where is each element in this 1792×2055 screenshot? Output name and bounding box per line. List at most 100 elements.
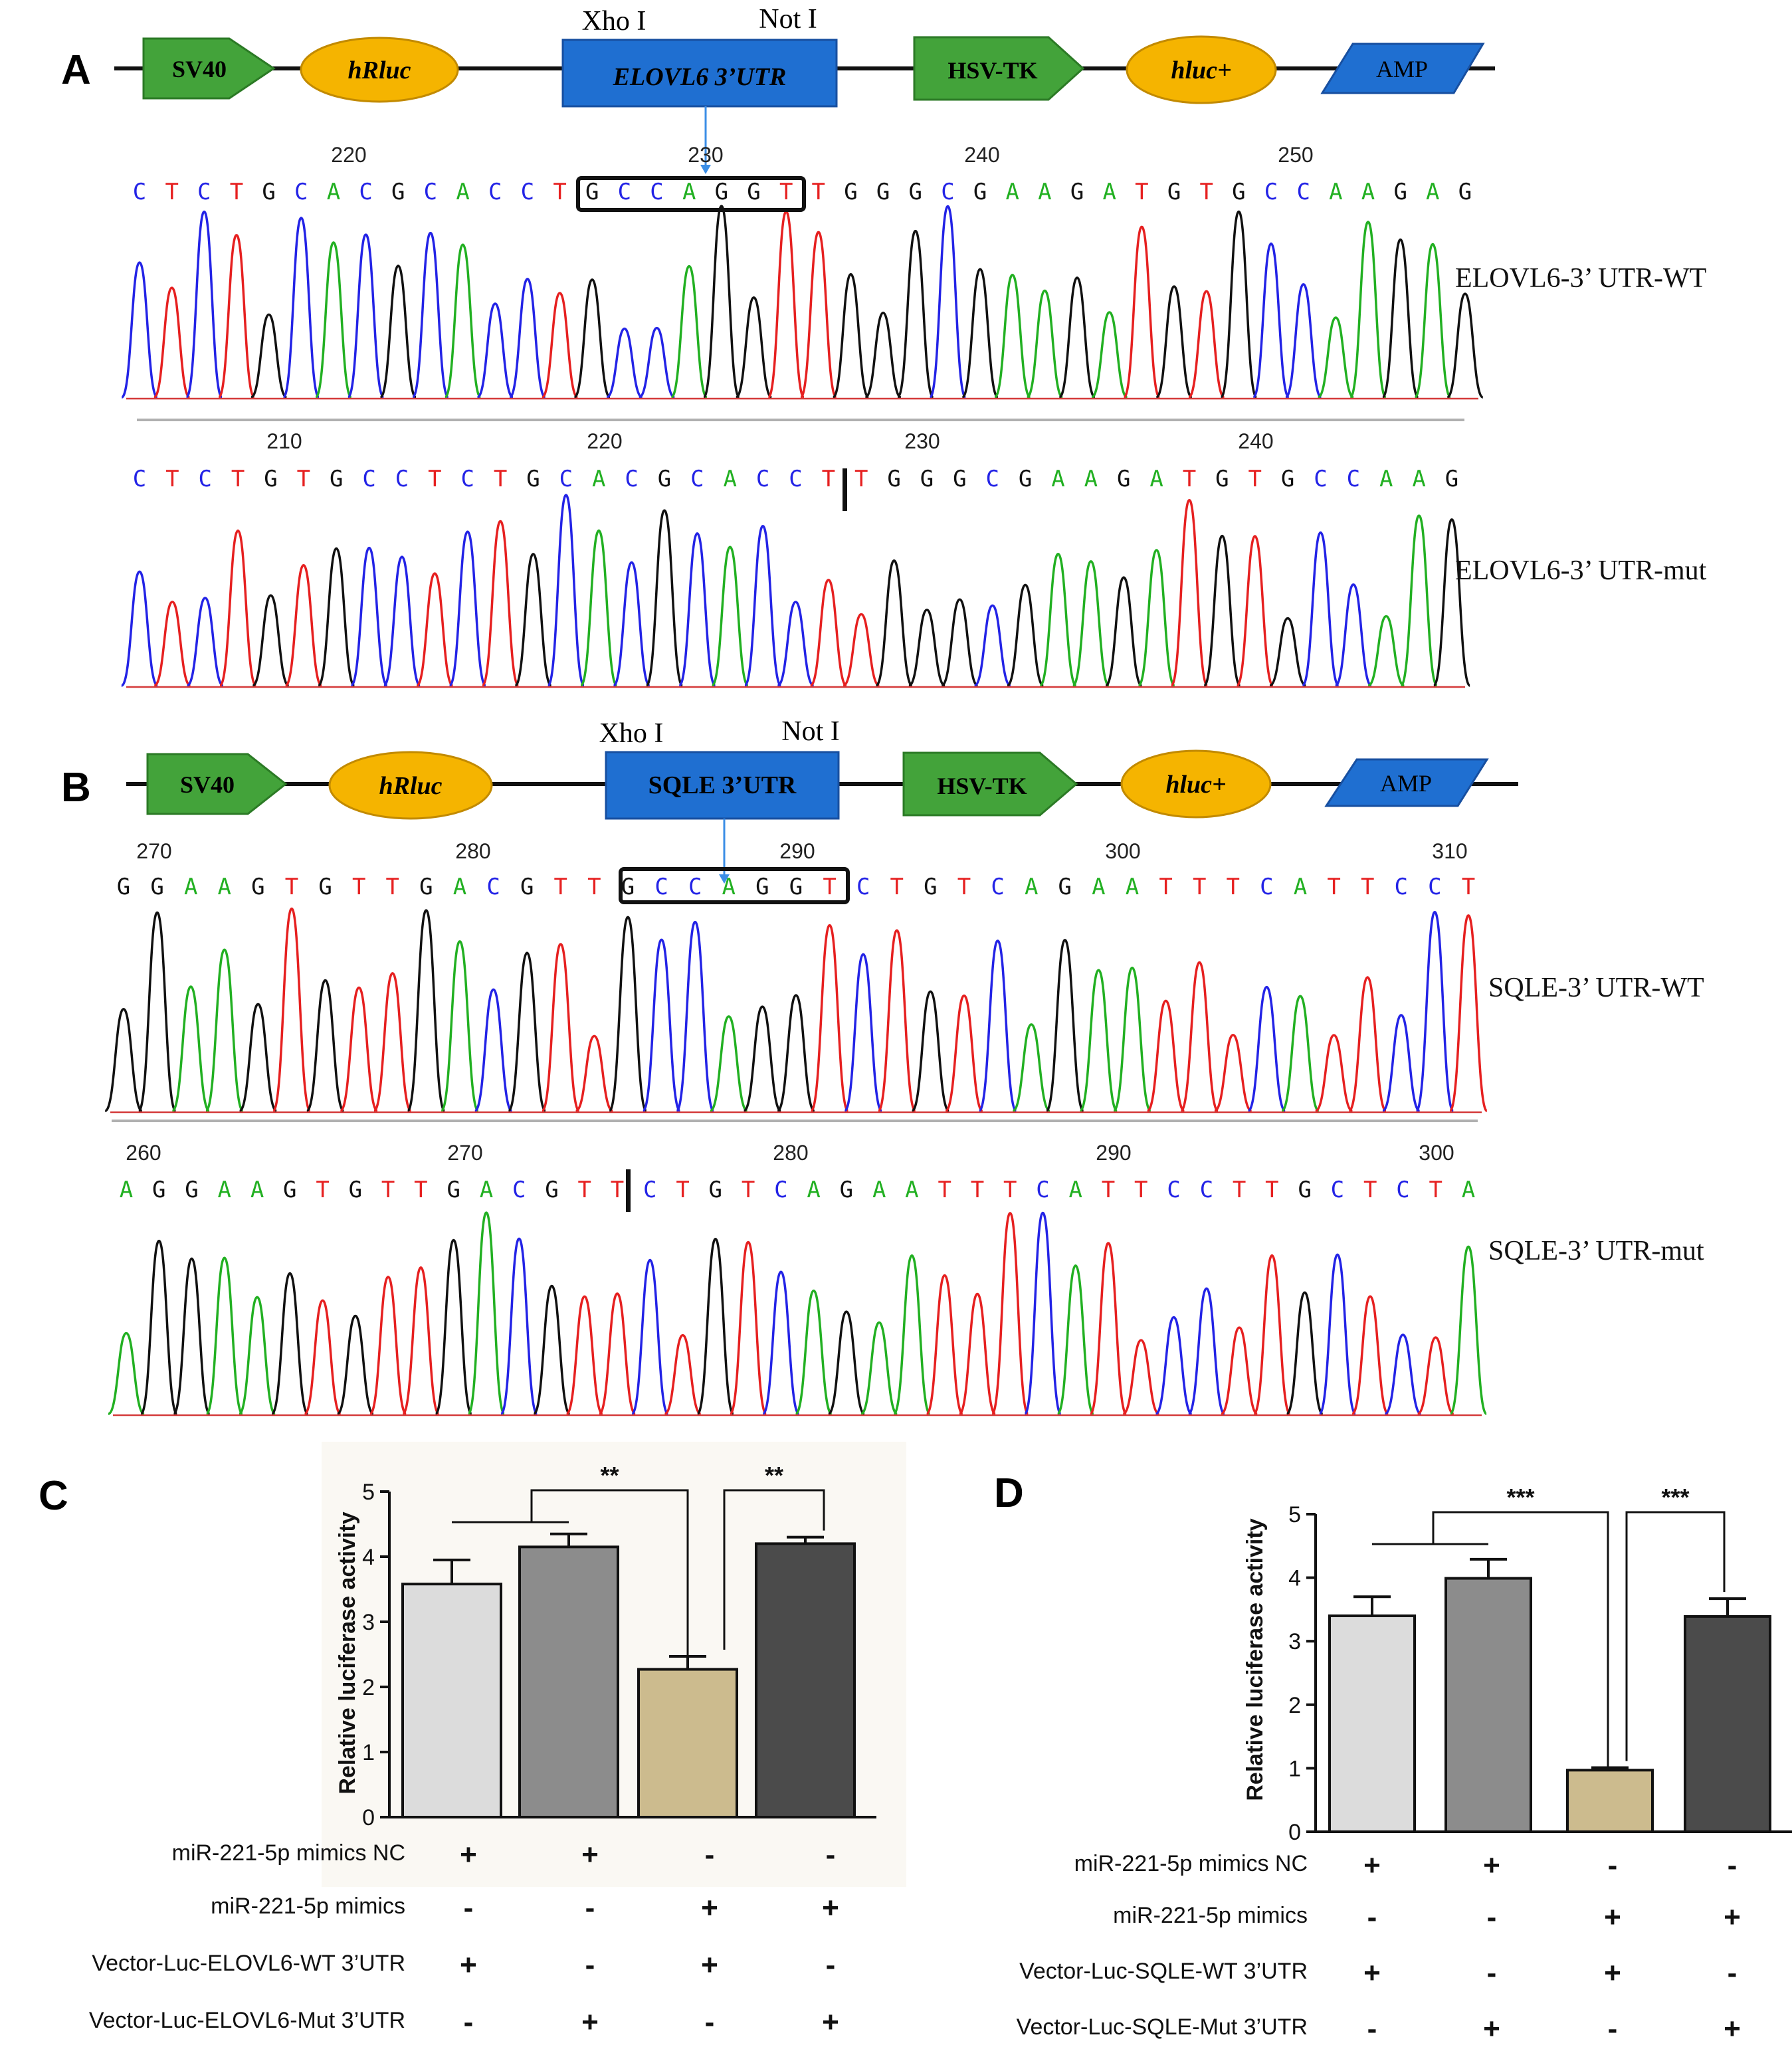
base-call: A: [1126, 874, 1139, 900]
trace-peak: [379, 264, 417, 399]
condition-sign: -: [1367, 2012, 1377, 2045]
trace-peak: [1269, 617, 1307, 687]
trace-peak: [205, 948, 245, 1112]
trace-peak: [1146, 999, 1186, 1112]
trace-peak: [217, 234, 256, 399]
trace-peak: [1417, 1336, 1454, 1415]
base-call: G: [747, 179, 760, 205]
trace-peak: [1399, 514, 1439, 687]
base-call: G: [1393, 179, 1407, 205]
trace-peak: [973, 604, 1011, 687]
base-call: T: [938, 1177, 951, 1203]
y-tick-label: 2: [362, 1675, 375, 1700]
base-call: A: [327, 179, 340, 205]
trace-peak: [1023, 1211, 1062, 1415]
panel-letter-d: D: [994, 1470, 1024, 1516]
condition-sign: -: [705, 1838, 715, 1871]
trace-peak: [507, 951, 547, 1112]
base-call: G: [1445, 466, 1458, 492]
trace-peak: [642, 938, 682, 1112]
base-call: T: [1233, 1177, 1246, 1203]
base-call: G: [1458, 179, 1472, 205]
construct-map-a: SV40 hRluc ELOVL6 3’UTR HSV-TK hluc+ AMP…: [142, 4, 1485, 174]
condition-sign: +: [1483, 2012, 1500, 2045]
base-call: T: [1361, 874, 1374, 900]
base-call: T: [676, 1177, 689, 1203]
position-number: 250: [1278, 143, 1313, 167]
base-call: A: [184, 874, 197, 900]
base-call: G: [117, 874, 130, 900]
bar: [1566, 1769, 1654, 1834]
base-call: A: [1025, 874, 1038, 900]
y-tick-label: 5: [362, 1480, 375, 1505]
base-call: T: [165, 466, 179, 492]
base-call: A: [1103, 179, 1116, 205]
base-call: C: [1296, 179, 1310, 205]
trace-peak: [941, 598, 979, 687]
base-call: G: [283, 1177, 296, 1203]
sv40-arrow-b: [146, 753, 288, 815]
trace-peak: [1349, 221, 1387, 399]
base-call: T: [742, 1177, 755, 1203]
position-number: 290: [1096, 1141, 1131, 1165]
base-call: G: [391, 179, 405, 205]
site-pointer-head-a: [700, 165, 711, 174]
base-call: G: [251, 874, 264, 900]
trace-peak: [729, 1240, 767, 1415]
trace-peak: [347, 233, 385, 399]
trace-peak: [993, 274, 1032, 399]
trace-peak: [306, 979, 346, 1112]
condition-sign: +: [581, 2006, 599, 2038]
hsv-tk-label-b: HSV-TK: [937, 773, 1027, 799]
trace-peak: [827, 1310, 866, 1415]
trace-peak: [1318, 1253, 1357, 1415]
condition-sign: +: [822, 2006, 839, 2038]
trace-peak: [1112, 966, 1152, 1112]
condition-sign: -: [464, 2006, 474, 2038]
trace-peak: [448, 530, 487, 687]
significance-label: **: [600, 1462, 619, 1489]
condition-sign: -: [1367, 1901, 1377, 1933]
trace-peak: [1058, 276, 1096, 399]
trace-peak: [153, 286, 191, 399]
base-call: A: [218, 1177, 231, 1203]
trace-peak: [1246, 985, 1286, 1112]
trace-peak: [606, 328, 643, 399]
base-call: G: [526, 466, 540, 492]
trace-peak: [411, 231, 450, 399]
base-call: G: [1281, 466, 1294, 492]
significance-bracket: [723, 1489, 825, 1650]
base-call: A: [1462, 1177, 1475, 1203]
base-call: G: [1058, 874, 1072, 900]
y-tick-label: 3: [1288, 1629, 1301, 1654]
condition-sign: -: [464, 1892, 474, 1924]
base-call: A: [1361, 179, 1375, 205]
bar: [637, 1668, 738, 1819]
deletion-marker-b: [626, 1169, 631, 1212]
condition-sign: +: [1363, 1849, 1381, 1882]
trace-peak: [573, 278, 611, 399]
trace-peak: [928, 205, 967, 399]
base-call: T: [1429, 1177, 1442, 1203]
base-call: C: [488, 179, 502, 205]
trace-peak: [744, 524, 782, 687]
base-call: T: [553, 179, 566, 205]
base-call: T: [1363, 1177, 1377, 1203]
trace-peak: [1367, 615, 1405, 687]
bar: [1444, 1577, 1532, 1833]
trace-peak: [1122, 1339, 1160, 1415]
hluc-label-b: hluc+: [1165, 771, 1226, 799]
trace-peak: [710, 545, 749, 687]
trace-peak: [272, 907, 312, 1112]
base-call: T: [285, 874, 298, 900]
trace-peak: [794, 1289, 833, 1415]
trace-peak: [1415, 911, 1454, 1112]
position-number: 270: [136, 839, 171, 863]
base-call: T: [352, 874, 365, 900]
base-call: A: [218, 874, 231, 900]
xhoi-label-a: Xho I: [582, 6, 647, 37]
sample-label: SQLE-3’ UTR-WT: [1488, 973, 1704, 1003]
base-call: T: [971, 1177, 984, 1203]
trace-peak: [944, 994, 984, 1112]
